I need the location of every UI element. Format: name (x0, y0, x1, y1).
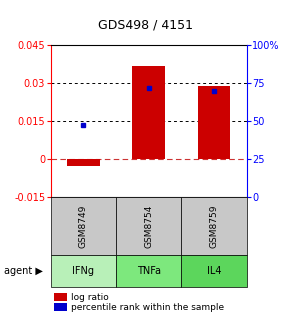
Bar (197, 86, 230, 159)
Text: GSM8749: GSM8749 (79, 204, 88, 248)
Text: percentile rank within the sample: percentile rank within the sample (71, 303, 224, 311)
Bar (67, 159, 100, 166)
Text: GDS498 / 4151: GDS498 / 4151 (97, 19, 193, 32)
Text: agent ▶: agent ▶ (4, 266, 43, 276)
Text: IFNg: IFNg (72, 266, 94, 276)
Text: IL4: IL4 (206, 266, 221, 276)
Text: GSM8759: GSM8759 (209, 204, 218, 248)
Text: GSM8754: GSM8754 (144, 204, 153, 248)
Bar (132, 66, 165, 159)
Text: log ratio: log ratio (71, 293, 109, 301)
Text: TNFa: TNFa (137, 266, 161, 276)
